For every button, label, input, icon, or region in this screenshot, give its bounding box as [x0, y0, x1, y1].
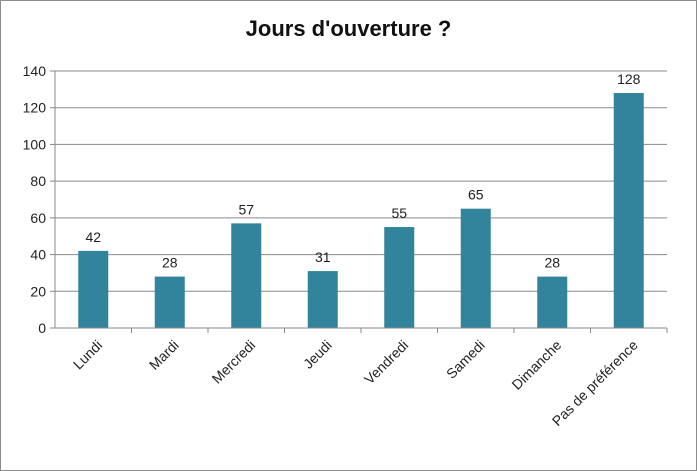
category-label: Vendredi — [361, 337, 411, 387]
category-label: Lundi — [70, 337, 106, 373]
category-label: Samedi — [443, 337, 488, 382]
chart-title: Jours d'ouverture ? — [245, 16, 452, 41]
data-label: 65 — [468, 187, 484, 203]
y-tick-label: 60 — [30, 210, 46, 226]
y-tick-label: 80 — [30, 173, 46, 189]
category-label: Pas de préférence — [549, 337, 641, 429]
data-label: 31 — [315, 249, 331, 265]
bar — [78, 250, 109, 328]
bar — [613, 93, 644, 329]
bar — [231, 223, 262, 328]
data-label: 57 — [238, 201, 254, 217]
bar — [307, 271, 338, 328]
y-tick-label: 140 — [23, 63, 47, 79]
bar — [154, 276, 185, 328]
data-label: 28 — [162, 255, 178, 271]
category-label: Mercredi — [209, 337, 259, 387]
y-tick-label: 20 — [30, 283, 46, 299]
y-tick-label: 120 — [23, 100, 47, 116]
y-tick-label: 0 — [38, 320, 46, 336]
category-label: Mardi — [146, 337, 182, 373]
bar — [537, 276, 568, 328]
y-tick-label: 100 — [23, 136, 47, 152]
data-label: 28 — [544, 255, 560, 271]
bar — [460, 208, 491, 328]
y-tick-label: 40 — [30, 247, 46, 263]
bar — [384, 227, 415, 328]
category-label: Dimanche — [508, 337, 564, 393]
category-label: Jeudi — [300, 337, 335, 372]
data-label: 128 — [617, 71, 641, 87]
data-label: 42 — [85, 229, 101, 245]
data-label: 55 — [391, 205, 407, 221]
